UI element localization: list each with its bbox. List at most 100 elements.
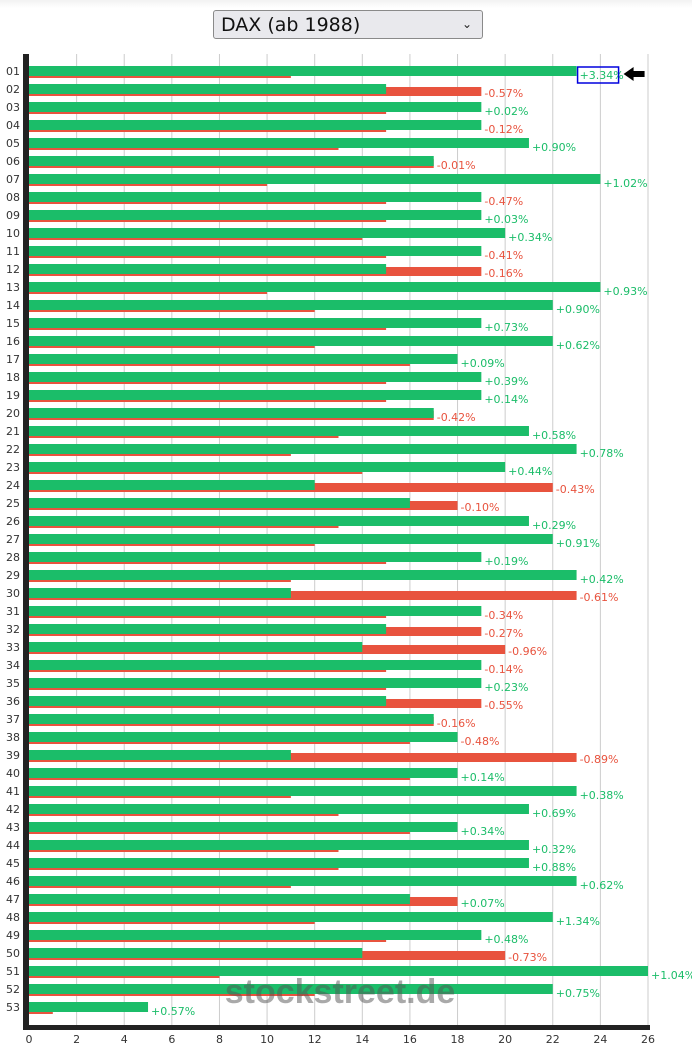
percent-label: +0.34%	[461, 825, 505, 838]
week-label: 29	[6, 569, 20, 582]
positive-bar	[29, 300, 553, 310]
positive-bar	[29, 138, 529, 148]
percent-label: -0.57%	[484, 87, 523, 100]
positive-bar	[29, 714, 434, 724]
week-label: 14	[6, 299, 20, 312]
positive-bar	[29, 408, 434, 418]
percent-label: +0.78%	[580, 447, 624, 460]
week-label: 02	[6, 83, 20, 96]
positive-bar	[29, 1002, 149, 1012]
percent-label: -0.10%	[461, 501, 500, 514]
week-label: 06	[6, 155, 20, 168]
x-tick-label: 16	[403, 1033, 417, 1046]
positive-bar	[29, 210, 482, 220]
positive-bar	[29, 480, 315, 490]
week-label: 17	[6, 353, 20, 366]
week-label: 24	[6, 479, 20, 492]
percent-label: +1.02%	[603, 177, 647, 190]
positive-bar	[29, 894, 410, 904]
positive-bar	[29, 660, 482, 670]
percent-label: +0.44%	[508, 465, 552, 478]
percent-label: -0.01%	[437, 159, 476, 172]
week-label: 30	[6, 587, 20, 600]
week-label: 53	[6, 1001, 20, 1014]
week-label: 38	[6, 731, 20, 744]
percent-label: +0.19%	[484, 555, 528, 568]
week-label: 03	[6, 101, 20, 114]
positive-bar	[29, 750, 291, 760]
week-label: 20	[6, 407, 20, 420]
x-tick-label: 0	[26, 1033, 33, 1046]
x-tick-label: 12	[308, 1033, 322, 1046]
positive-bar	[29, 246, 482, 256]
index-select[interactable]: DAX (ab 1988) ⌄	[213, 10, 483, 39]
percent-label: -0.61%	[580, 591, 619, 604]
week-label: 10	[6, 227, 20, 240]
week-label: 09	[6, 209, 20, 222]
y-axis	[23, 54, 29, 1030]
positive-bar	[29, 282, 601, 292]
percent-label: -0.89%	[580, 753, 619, 766]
percent-label: +0.91%	[556, 537, 600, 550]
percent-label: +3.34%	[580, 69, 624, 82]
percent-label: +0.57%	[151, 1005, 195, 1018]
week-label: 26	[6, 515, 20, 528]
x-tick-label: 10	[260, 1033, 274, 1046]
positive-bar	[29, 588, 291, 598]
positive-bar	[29, 354, 458, 364]
percent-label: +0.88%	[532, 861, 576, 874]
week-label: 37	[6, 713, 20, 726]
percent-label: -0.27%	[484, 627, 523, 640]
percent-label: +0.39%	[484, 375, 528, 388]
week-label: 52	[6, 983, 20, 996]
positive-bar	[29, 678, 482, 688]
percent-label: +0.90%	[532, 141, 576, 154]
x-tick-label: 20	[498, 1033, 512, 1046]
week-label: 05	[6, 137, 20, 150]
week-label: 23	[6, 461, 20, 474]
positive-bar	[29, 804, 529, 814]
percent-label: +1.04%	[651, 969, 692, 982]
week-label: 28	[6, 551, 20, 564]
week-label: 01	[6, 65, 20, 78]
percent-label: -0.14%	[484, 663, 523, 676]
week-label: 47	[6, 893, 20, 906]
positive-bar	[29, 516, 529, 526]
percent-label: +0.03%	[484, 213, 528, 226]
percent-label: +0.23%	[484, 681, 528, 694]
positive-bar	[29, 966, 648, 976]
week-label: 34	[6, 659, 20, 672]
week-label: 22	[6, 443, 20, 456]
week-label: 16	[6, 335, 20, 348]
x-tick-label: 14	[355, 1033, 369, 1046]
week-label: 27	[6, 533, 20, 546]
positive-bar	[29, 768, 458, 778]
percent-label: +0.32%	[532, 843, 576, 856]
arrow-left-icon	[623, 67, 645, 81]
percent-label: +0.62%	[580, 879, 624, 892]
positive-bar	[29, 156, 434, 166]
percent-label: +0.14%	[484, 393, 528, 406]
positive-bar	[29, 930, 482, 940]
positive-bar	[29, 66, 577, 76]
x-tick-label: 22	[546, 1033, 560, 1046]
positive-bar	[29, 174, 601, 184]
week-label: 45	[6, 857, 20, 870]
positive-bar	[29, 696, 387, 706]
positive-bar	[29, 552, 482, 562]
week-label: 18	[6, 371, 20, 384]
positive-bar	[29, 228, 506, 238]
positive-bar	[29, 858, 529, 868]
percent-label: +0.48%	[484, 933, 528, 946]
positive-bar	[29, 948, 363, 958]
positive-bar	[29, 426, 529, 436]
week-label: 39	[6, 749, 20, 762]
week-label: 42	[6, 803, 20, 816]
percent-label: +0.69%	[532, 807, 576, 820]
x-axis	[23, 1025, 650, 1030]
week-label: 35	[6, 677, 20, 690]
week-label: 48	[6, 911, 20, 924]
week-label: 12	[6, 263, 20, 276]
week-label: 51	[6, 965, 20, 978]
